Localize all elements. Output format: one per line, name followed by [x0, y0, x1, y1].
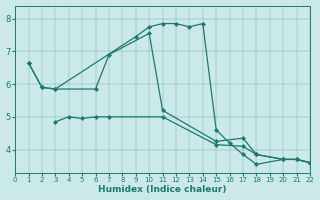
- X-axis label: Humidex (Indice chaleur): Humidex (Indice chaleur): [98, 185, 227, 194]
